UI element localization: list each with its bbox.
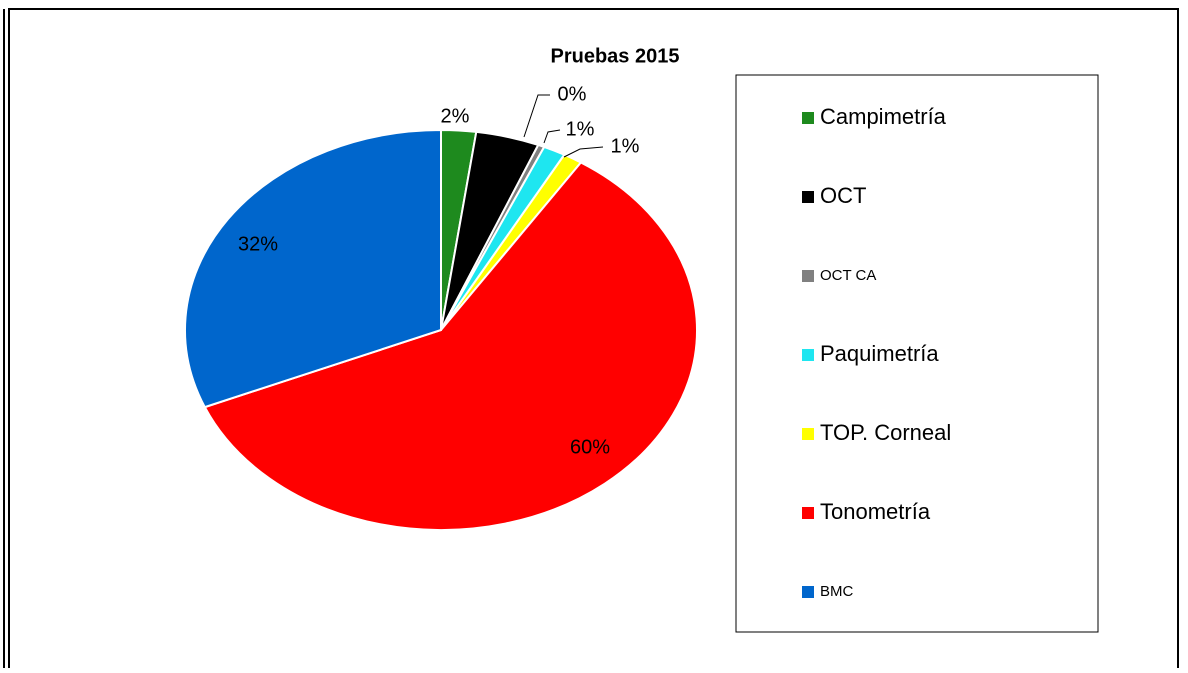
legend-swatch	[802, 349, 814, 361]
data-label: 1%	[611, 135, 640, 157]
frame	[8, 8, 1179, 673]
chart-title: Pruebas 2015	[551, 45, 680, 67]
legend-label: OCT	[820, 183, 866, 208]
legend-swatch	[802, 191, 814, 203]
legend-swatch	[802, 112, 814, 124]
legend-label: OCT CA	[820, 267, 876, 284]
legend-label: BMC	[820, 583, 854, 600]
data-label: 0%	[558, 83, 587, 105]
legend-swatch	[802, 507, 814, 519]
leader-line	[523, 94, 550, 138]
legend-swatch	[802, 270, 814, 282]
legend-label: TOP. Corneal	[820, 420, 951, 445]
pie-slice	[184, 128, 442, 409]
leader-line	[563, 146, 604, 158]
legend-label: Paquimetría	[820, 341, 939, 366]
data-label: 2%	[441, 105, 470, 127]
data-label: 1%	[566, 118, 595, 140]
data-label: 32%	[238, 233, 278, 255]
leader-line	[543, 129, 561, 144]
legend-label: Tonometría	[820, 499, 931, 524]
data-label: 60%	[570, 436, 610, 458]
legend-box	[735, 74, 1099, 633]
legend-swatch	[802, 428, 814, 440]
pie-slice	[203, 161, 698, 531]
legend-swatch	[802, 586, 814, 598]
legend-label: Campimetría	[820, 104, 947, 129]
